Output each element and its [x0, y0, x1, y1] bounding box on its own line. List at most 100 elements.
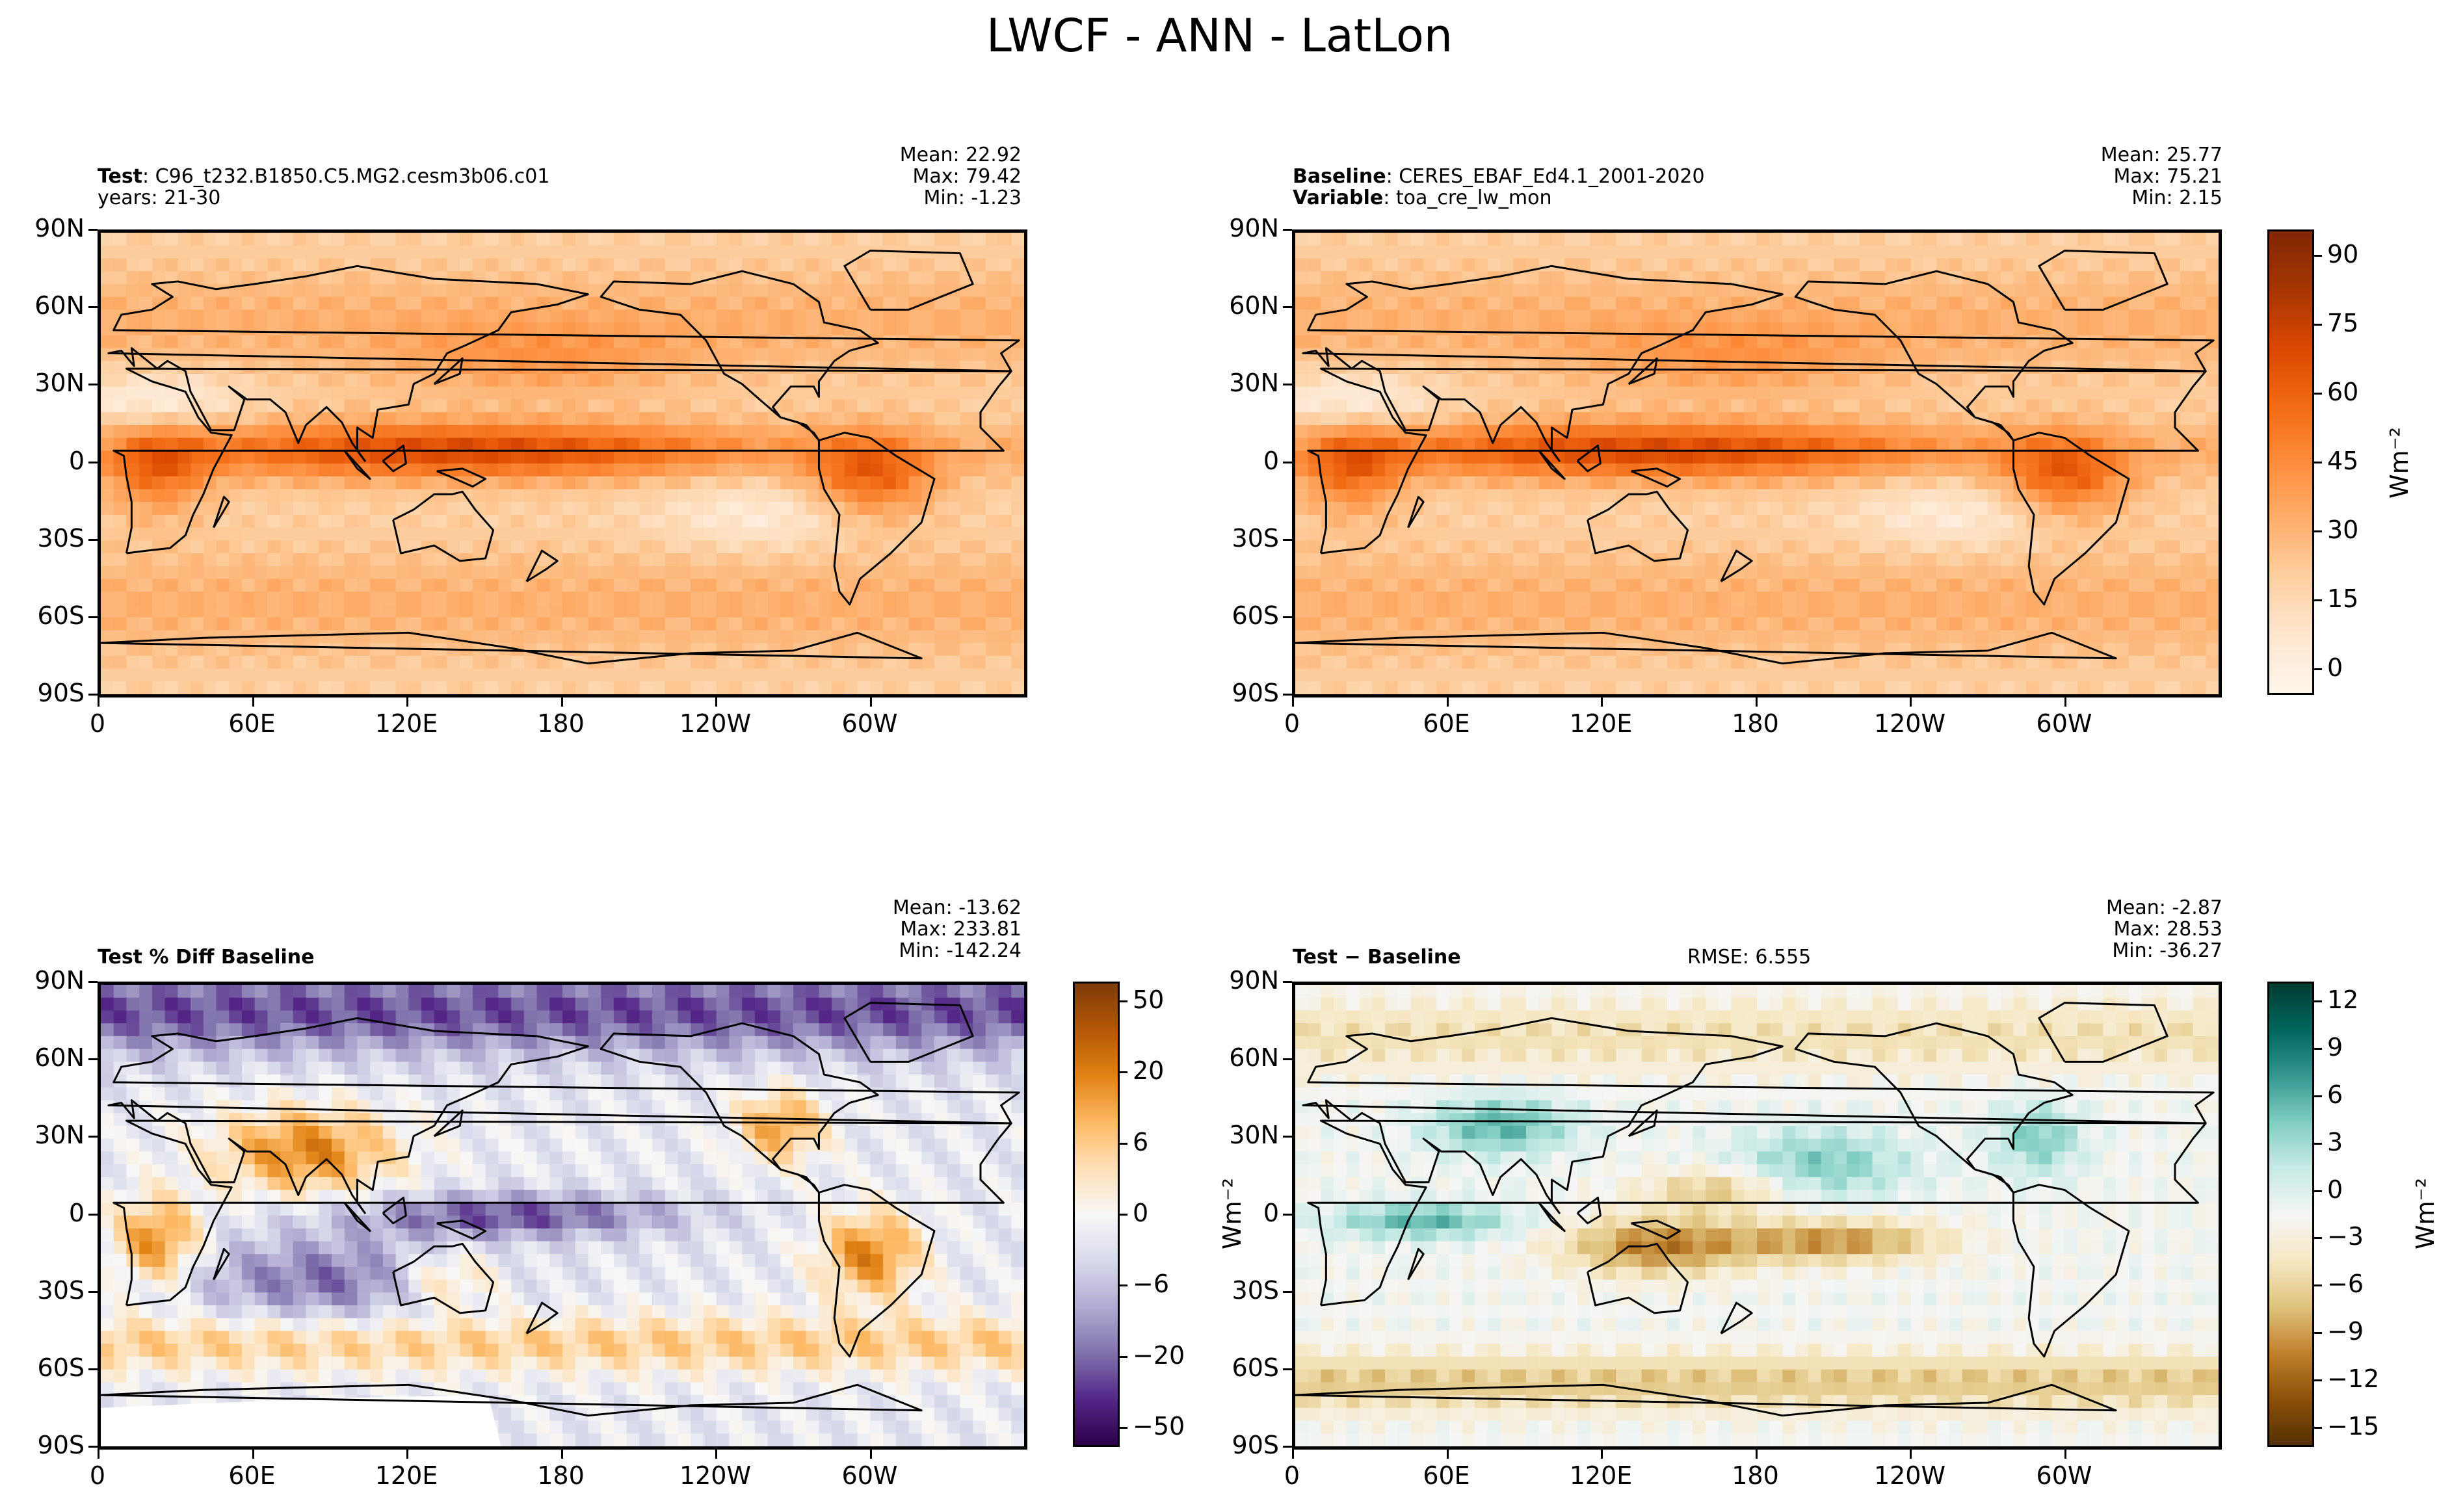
field-cell [1500, 386, 1514, 400]
field-cell [1988, 309, 2001, 323]
field-cell [1372, 399, 1386, 413]
field-cell [1821, 527, 1834, 541]
field-cell [613, 553, 627, 567]
field-cell [678, 476, 691, 490]
field-cell [729, 476, 743, 490]
field-cell [1564, 592, 1578, 605]
field-cell [2141, 489, 2155, 502]
field-cell [549, 450, 563, 464]
field-cell [601, 617, 614, 631]
field-cell [1577, 283, 1591, 298]
field-cell [921, 283, 935, 298]
field-cell [511, 245, 525, 259]
field-cell [344, 463, 358, 477]
field-cell [229, 309, 243, 323]
field-cell [1308, 617, 1322, 631]
field-cell [139, 412, 153, 426]
field-cell [2141, 476, 2155, 490]
field-cell [601, 463, 614, 477]
field-cell [1923, 348, 1937, 361]
field-cell [511, 233, 525, 246]
field-cell [639, 476, 653, 490]
field-cell [2116, 566, 2129, 580]
field-cell [152, 489, 166, 502]
field-cell [267, 283, 281, 298]
field-cell [191, 424, 204, 439]
field-cell [1782, 386, 1796, 400]
field-cell [1423, 437, 1437, 451]
field-cell [1551, 399, 1565, 413]
field-cell [1410, 437, 1424, 451]
field-cell [793, 437, 807, 451]
field-cell [370, 373, 384, 387]
field-cell [1011, 604, 1024, 618]
field-cell [1487, 424, 1501, 439]
field-cell [1680, 335, 1693, 349]
field-cell [895, 361, 910, 374]
field-cell [895, 655, 910, 670]
field-cell [1397, 502, 1412, 515]
field-cell [2051, 579, 2065, 592]
field-cell [844, 463, 858, 477]
field-cell [1769, 373, 1784, 387]
field-cell [819, 566, 832, 580]
field-cell [1410, 412, 1424, 426]
field-cell [1769, 514, 1784, 528]
field-cell [126, 476, 140, 490]
field-cell [1769, 424, 1784, 439]
field-cell [819, 502, 832, 515]
field-cell [678, 258, 691, 272]
field-cell [819, 489, 832, 502]
field-cell [2141, 412, 2155, 426]
field-cell [280, 514, 294, 528]
field-cell [1949, 502, 1963, 515]
field-cell [973, 604, 986, 618]
field-cell [1462, 617, 1475, 631]
field-cell [1949, 489, 1963, 502]
field-cell [498, 553, 512, 567]
field-cell [562, 553, 576, 567]
field-cell [536, 283, 550, 298]
test-map[interactable] [98, 229, 1027, 697]
test-years: years: 21-30 [98, 187, 221, 209]
field-cell [806, 540, 820, 554]
baseline-map[interactable] [1292, 229, 2222, 697]
field-cell [895, 373, 910, 387]
field-cell [1731, 283, 1745, 298]
field-cell [1423, 296, 1437, 310]
field-cell [960, 630, 973, 644]
field-cell [434, 386, 448, 400]
field-cell [960, 489, 973, 502]
field-cell [2013, 412, 2027, 426]
field-cell [742, 630, 756, 644]
field-cell [1346, 540, 1360, 554]
field-cell [319, 424, 332, 439]
field-cell [1475, 361, 1488, 374]
field-cell [1334, 258, 1347, 272]
field-cell [2013, 617, 2027, 631]
field-cell [152, 450, 166, 464]
field-cell [729, 348, 743, 361]
field-cell [973, 566, 986, 580]
field-cell [2180, 335, 2194, 349]
field-cell [1436, 399, 1450, 413]
field-cell [1423, 540, 1437, 554]
field-cell [434, 617, 448, 631]
field-cell [2206, 527, 2219, 541]
field-cell [241, 258, 256, 272]
field-cell [306, 335, 319, 349]
field-cell [588, 233, 601, 246]
field-cell [344, 245, 358, 259]
field-cell [2013, 502, 2027, 515]
field-cell [1641, 579, 1655, 592]
field-cell [319, 412, 332, 426]
field-cell [113, 502, 127, 515]
field-cell [280, 322, 294, 336]
field-cell [447, 502, 460, 515]
field-cell [1923, 399, 1937, 413]
field-cell [998, 617, 1012, 631]
field-cell [2103, 399, 2116, 413]
field-cell [1949, 361, 1963, 374]
field-cell [1616, 412, 1629, 426]
field-cell [2077, 566, 2091, 580]
